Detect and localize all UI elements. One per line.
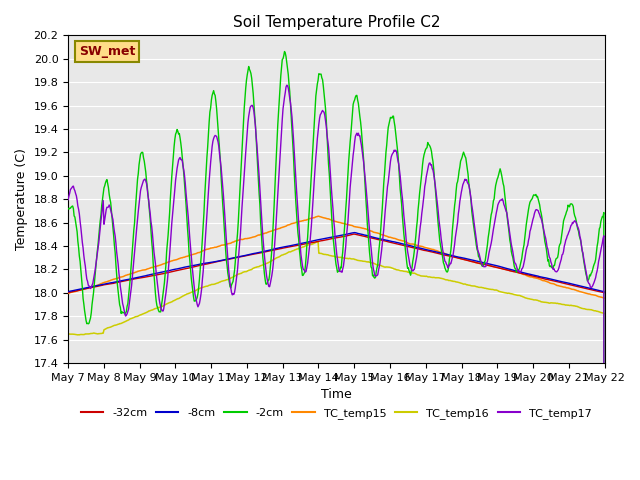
Title: Soil Temperature Profile C2: Soil Temperature Profile C2: [232, 15, 440, 30]
Y-axis label: Temperature (C): Temperature (C): [15, 148, 28, 250]
Text: SW_met: SW_met: [79, 45, 135, 58]
X-axis label: Time: Time: [321, 388, 352, 401]
Legend: -32cm, -8cm, -2cm, TC_temp15, TC_temp16, TC_temp17: -32cm, -8cm, -2cm, TC_temp15, TC_temp16,…: [77, 403, 596, 423]
